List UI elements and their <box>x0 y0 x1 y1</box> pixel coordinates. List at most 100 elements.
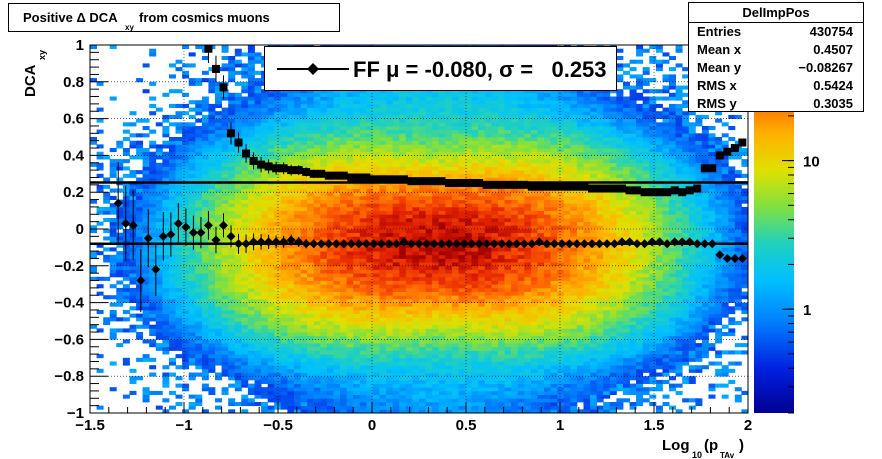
heatmap-cell <box>294 265 301 270</box>
heatmap-cell <box>386 302 394 307</box>
heatmap-cell <box>307 221 315 226</box>
heatmap-cell <box>471 409 479 413</box>
heatmap-cell <box>438 321 446 326</box>
heatmap-cell <box>313 188 321 193</box>
heatmap-cell <box>438 368 446 373</box>
heatmap-cell <box>438 317 446 322</box>
heatmap-cell <box>465 89 473 94</box>
heatmap-cell <box>294 144 301 149</box>
heatmap-cell <box>399 376 407 381</box>
heatmap-cell <box>182 192 190 197</box>
heatmap-cell <box>346 332 354 337</box>
heatmap-cell <box>432 343 440 348</box>
heatmap-cell <box>136 258 144 263</box>
heatmap-cell <box>241 251 249 256</box>
heatmap-cell <box>215 361 222 366</box>
heatmap-cell <box>359 96 367 101</box>
heatmap-cell <box>419 291 426 296</box>
heatmap-cell <box>346 280 354 285</box>
heatmap-cell <box>419 339 426 344</box>
heatmap-cell <box>201 177 209 182</box>
heatmap-cell <box>109 265 117 270</box>
heatmap-cell <box>208 177 216 182</box>
heatmap-cell <box>109 148 117 153</box>
heatmap-cell <box>340 310 347 315</box>
heatmap-cell <box>155 247 163 252</box>
heatmap-cell <box>399 148 407 153</box>
heatmap-cell <box>366 151 374 156</box>
heatmap-cell <box>169 162 176 167</box>
heatmap-cell <box>234 100 242 105</box>
heatmap-cell <box>267 89 275 94</box>
heatmap-cell <box>379 103 387 108</box>
heatmap-cell <box>175 365 183 370</box>
heatmap-cell <box>287 148 295 153</box>
heatmap-cell <box>471 214 479 219</box>
heatmap-cell <box>340 203 347 208</box>
heatmap-cell <box>228 372 236 377</box>
heatmap-cell <box>129 390 137 395</box>
heatmap-cell <box>182 151 190 156</box>
heatmap-cell <box>471 306 479 311</box>
heatmap-cell <box>438 236 446 241</box>
heatmap-cell <box>451 321 459 326</box>
heatmap-cell <box>287 144 295 149</box>
heatmap-cell <box>201 310 209 315</box>
heatmap-cell <box>445 335 453 340</box>
heatmap-cell <box>280 155 288 160</box>
heatmap-cell <box>116 251 124 256</box>
heatmap-cell <box>386 346 394 351</box>
heatmap-cell <box>169 173 176 178</box>
heatmap-cell <box>471 232 479 237</box>
heatmap-cell <box>379 89 387 94</box>
heatmap-cell <box>438 291 446 296</box>
heatmap-cell <box>129 298 137 303</box>
heatmap-cell <box>359 332 367 337</box>
heatmap-cell <box>412 195 420 200</box>
heatmap-cell <box>458 390 466 395</box>
heatmap-cell <box>261 321 269 326</box>
heatmap-cell <box>274 236 282 241</box>
heatmap-cell <box>412 240 420 245</box>
heatmap-cell <box>320 265 328 270</box>
heatmap-cell <box>399 195 407 200</box>
heatmap-cell <box>359 313 367 318</box>
heatmap-cell <box>142 162 150 167</box>
heatmap-cell <box>221 67 229 72</box>
heatmap-cell <box>359 280 367 285</box>
heatmap-cell <box>261 243 269 248</box>
heatmap-cell <box>90 199 97 204</box>
heatmap-cell <box>254 170 262 175</box>
heatmap-cell <box>142 203 150 208</box>
heatmap-cell <box>294 287 301 292</box>
heatmap-cell <box>405 394 413 399</box>
heatmap-cell <box>228 258 236 263</box>
heatmap-cell <box>142 276 150 281</box>
heatmap-cell <box>392 170 400 175</box>
heatmap-cell <box>465 126 473 131</box>
heatmap-cell <box>333 199 341 204</box>
heatmap-cell <box>241 70 249 75</box>
heatmap-cell <box>280 398 288 403</box>
heatmap-cell <box>405 229 413 234</box>
heatmap-cell <box>300 269 308 274</box>
heatmap-cell <box>432 162 440 167</box>
heatmap-cell <box>307 269 315 274</box>
heatmap-cell <box>254 206 262 211</box>
heatmap-cell <box>432 133 440 138</box>
heatmap-cell <box>346 122 354 127</box>
heatmap-cell <box>392 133 400 138</box>
heatmap-cell <box>425 306 433 311</box>
heatmap-cell <box>201 313 209 318</box>
heatmap-cell <box>359 144 367 149</box>
heatmap-cell <box>307 368 315 373</box>
heatmap-cell <box>228 63 236 68</box>
heatmap-cell <box>116 280 124 285</box>
heatmap-cell <box>182 262 190 267</box>
heatmap-cell <box>307 376 315 381</box>
heatmap-cell <box>353 383 361 388</box>
heatmap-cell <box>201 144 209 149</box>
heatmap-cell <box>307 354 315 359</box>
heatmap-cell <box>465 328 473 333</box>
heatmap-cell <box>372 302 380 307</box>
